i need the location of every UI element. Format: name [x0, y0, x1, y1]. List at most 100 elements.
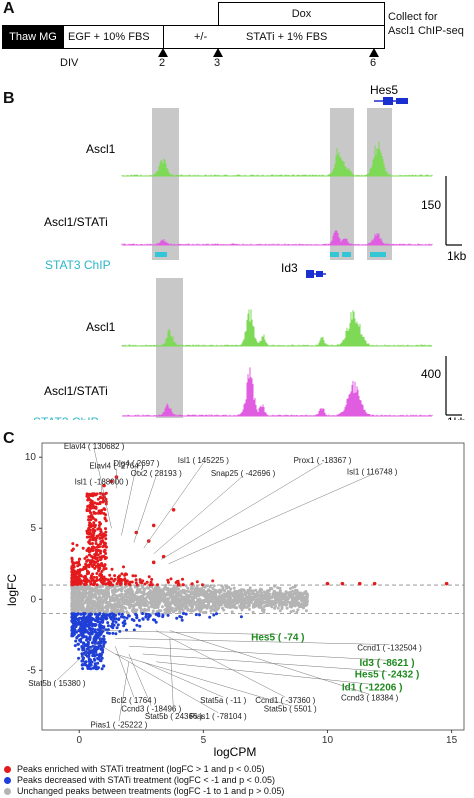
data-point: [221, 586, 225, 589]
data-point: [207, 588, 211, 592]
data-point: [99, 551, 102, 555]
data-point: [116, 605, 120, 609]
data-point: [297, 591, 301, 595]
data-point: [83, 591, 87, 595]
data-point: [294, 591, 298, 595]
data-point: [87, 531, 91, 535]
data-point: [136, 599, 140, 603]
leader-line: [56, 638, 102, 681]
data-point: [139, 594, 143, 598]
data-point: [75, 543, 79, 547]
data-point: [259, 603, 263, 607]
data-point: [98, 577, 102, 581]
legend-item-enriched: Peaks enriched with STATi treatment (log…: [4, 764, 284, 775]
data-point: [104, 613, 108, 617]
data-point: [108, 599, 112, 603]
data-point: [278, 590, 282, 594]
data-point: [183, 606, 187, 610]
data-point: [201, 600, 205, 604]
leader-line: [128, 645, 388, 661]
data-point: [134, 581, 138, 585]
data-point: [81, 588, 85, 592]
data-point: [92, 510, 96, 514]
data-point: [135, 616, 139, 620]
gene-annotation: Ccnd1 ( -37360 ): [255, 696, 315, 705]
data-point: [197, 594, 201, 598]
data-point: [81, 599, 85, 603]
data-point: [75, 636, 79, 639]
data-point: [248, 600, 252, 604]
track-label-stati-2: Ascl1/STATi: [44, 384, 108, 398]
data-point: [90, 616, 94, 620]
data-point: [148, 583, 152, 587]
data-point: [274, 595, 278, 599]
data-point: [210, 599, 214, 603]
chip-peak: [342, 252, 351, 257]
data-point: [201, 592, 205, 596]
data-point: [201, 611, 205, 614]
data-point: [138, 578, 142, 582]
data-point: [86, 642, 90, 646]
data-point: [98, 566, 101, 570]
data-point: [81, 546, 85, 550]
tick-label-3: 3: [214, 57, 221, 69]
data-point: [112, 623, 116, 627]
data-point: [95, 502, 99, 506]
data-point: [139, 607, 143, 610]
data-point: [81, 622, 85, 626]
data-point: [106, 613, 110, 617]
leader-line: [115, 638, 390, 645]
data-point: [185, 597, 189, 601]
data-point: [100, 626, 103, 630]
data-point: [129, 591, 133, 595]
data-point: [92, 578, 95, 582]
tick-label-6: 6: [370, 57, 377, 69]
data-point: [215, 589, 219, 593]
stati-track-hes5: [121, 230, 433, 246]
data-point: [284, 596, 288, 600]
data-point: [91, 516, 95, 520]
data-point: [213, 605, 217, 609]
data-point: [138, 624, 142, 628]
signal-tracks: [121, 141, 433, 417]
data-point: [85, 535, 89, 539]
data-point: [212, 584, 216, 588]
data-point: [166, 613, 170, 617]
data-point: [87, 579, 91, 583]
data-point: [91, 492, 94, 496]
data-point: [101, 650, 105, 654]
data-point: [211, 579, 215, 583]
data-point: [222, 608, 226, 612]
data-point: [100, 667, 104, 671]
thaw-mg-box: Thaw MG: [2, 25, 64, 49]
outlier-point: [325, 581, 330, 586]
data-point: [237, 594, 241, 597]
data-point: [70, 619, 74, 623]
gene-annotation: Isl1 ( -188000 ): [75, 477, 129, 486]
data-point: [118, 577, 122, 581]
data-point: [96, 511, 100, 515]
data-point: [170, 598, 174, 602]
data-point: [86, 596, 90, 600]
data-point: [89, 651, 93, 655]
data-point: [93, 624, 97, 628]
data-point: [166, 607, 170, 611]
gene-annotation: Isl1 ( 145225 ): [178, 456, 229, 465]
data-point: [271, 592, 275, 596]
data-point: [156, 583, 159, 587]
data-point: [125, 628, 128, 632]
data-point: [72, 608, 76, 612]
data-point: [98, 573, 102, 577]
div-label: DIV: [60, 57, 79, 69]
data-point: [303, 591, 307, 595]
data-point: [96, 563, 100, 566]
data-point: [87, 623, 91, 626]
data-point: [254, 603, 258, 606]
data-point: [143, 592, 147, 596]
gene-annotation: Ccnd3 ( -18496 ): [121, 705, 181, 714]
data-point: [93, 641, 97, 645]
data-point: [105, 587, 109, 591]
data-point: [245, 595, 249, 599]
leader-line: [101, 645, 219, 714]
data-point: [99, 496, 102, 500]
